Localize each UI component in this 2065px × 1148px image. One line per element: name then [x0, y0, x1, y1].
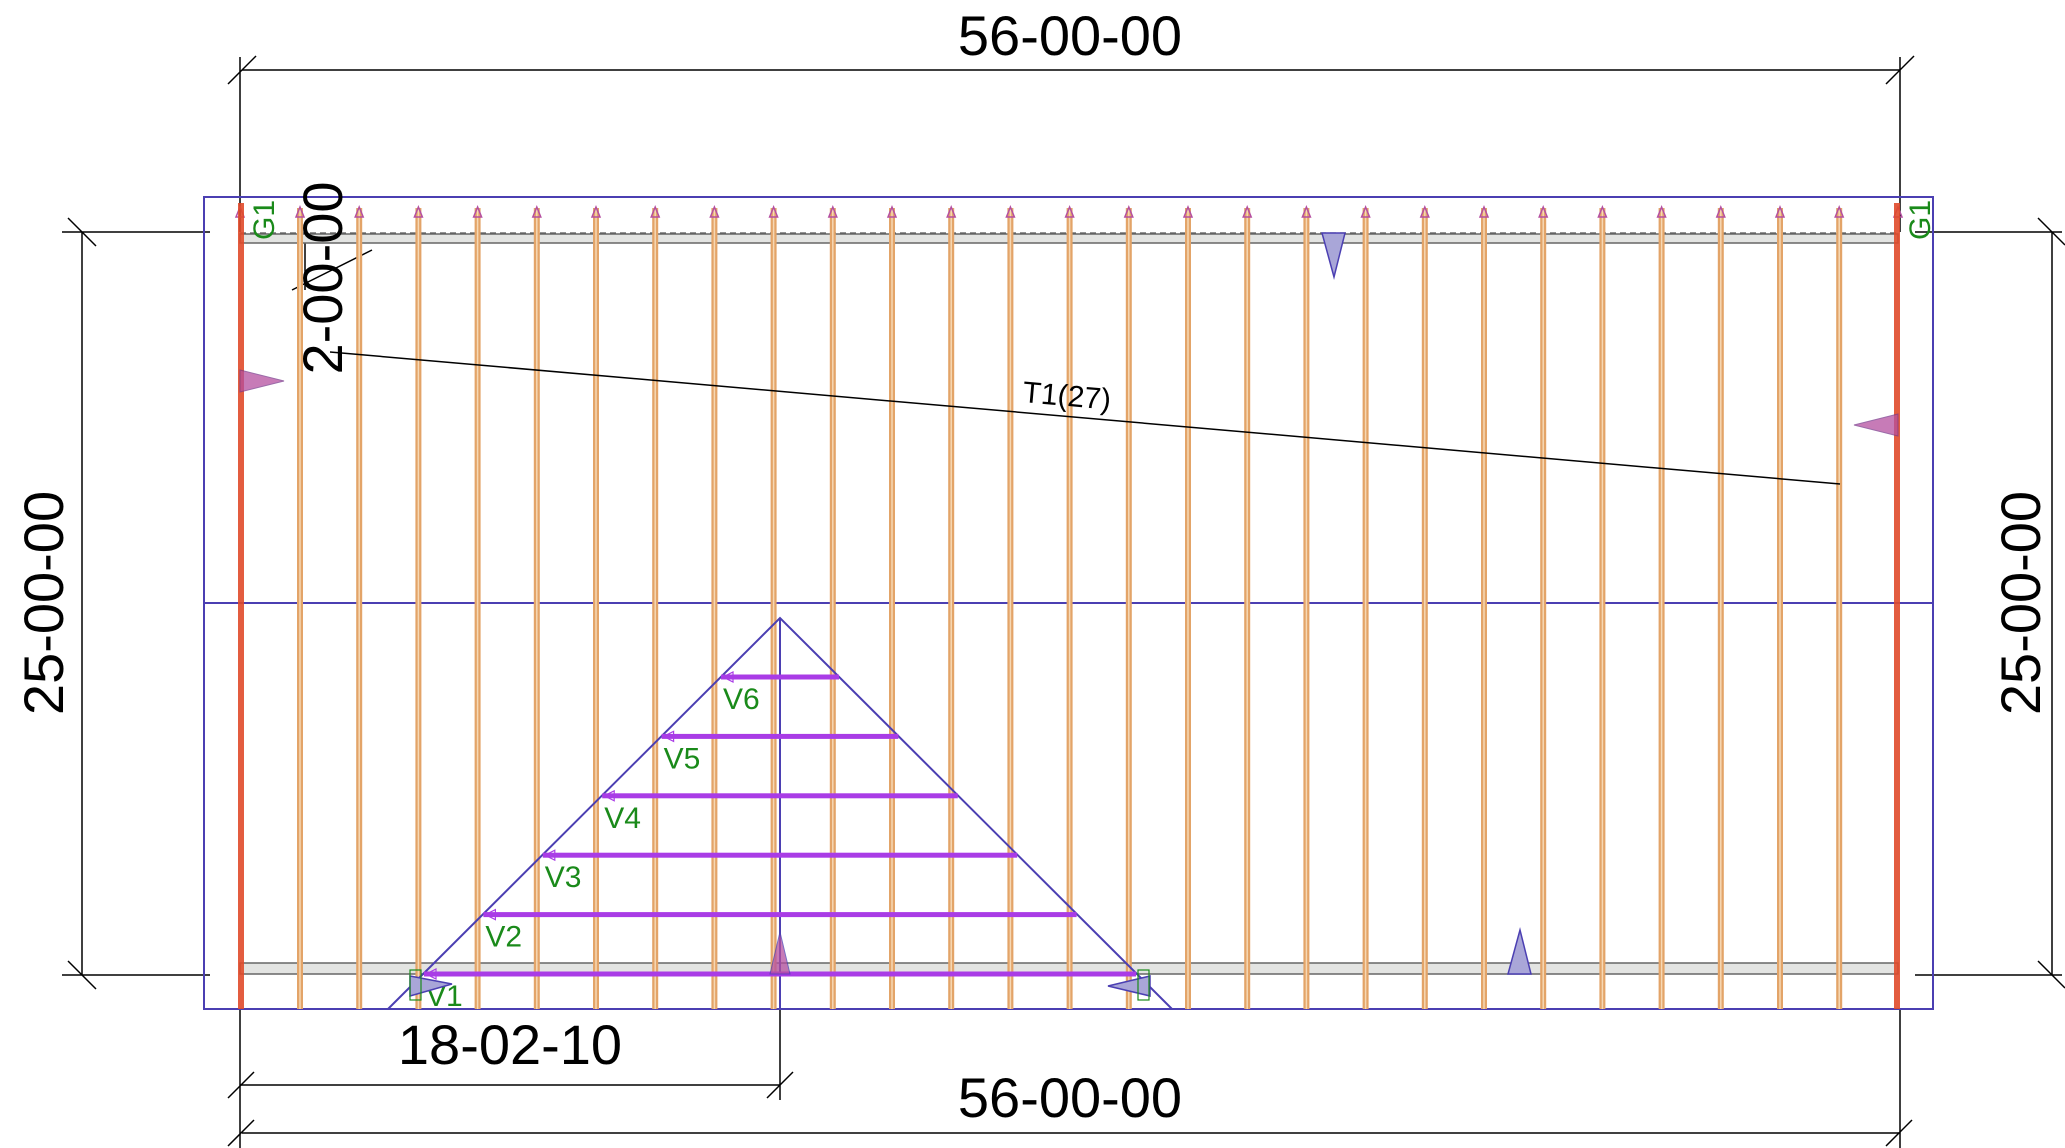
valley-truss: V2	[483, 908, 1077, 954]
girder-right	[1894, 203, 1900, 1009]
valley-right-marker	[1107, 975, 1151, 997]
valley-right-corner	[1137, 969, 1150, 1001]
truss	[294, 204, 306, 1009]
bearing-top-marker	[1321, 232, 1346, 280]
truss	[1301, 204, 1312, 1009]
valley-peak-marker	[769, 931, 791, 975]
valley-truss: V5	[661, 730, 899, 775]
valley-truss-label: V2	[485, 921, 522, 954]
truss	[1656, 204, 1667, 1009]
right-height-dimension: 25-00-00	[1989, 491, 2052, 715]
truss	[1834, 204, 1845, 1009]
girder-right-tag: G1	[1904, 200, 1937, 240]
truss	[1538, 204, 1549, 1009]
truss	[886, 204, 898, 1009]
truss	[354, 204, 365, 1009]
end-girders	[238, 203, 1900, 1009]
truss-run-label: T1(27)	[1021, 376, 1112, 417]
dimension-lines	[62, 55, 2065, 1148]
truss	[1478, 204, 1490, 1009]
girder-left	[238, 203, 244, 1009]
bearing-bottom-marker	[1507, 927, 1532, 975]
truss	[827, 204, 838, 1009]
bearing-left-marker	[239, 369, 285, 393]
truss	[1360, 204, 1371, 1009]
truss	[768, 204, 779, 1009]
valley-truss: V6	[721, 671, 839, 716]
bearing-markers	[239, 232, 1899, 1001]
common-trusses	[234, 204, 1904, 1009]
truss	[531, 204, 542, 1009]
truss	[709, 204, 720, 1009]
truss	[1123, 204, 1134, 1009]
truss-run-leader: T1(27)	[329, 351, 1841, 485]
valley-truss: V4	[602, 789, 958, 835]
bottom-overall-dimension: 56-00-00	[958, 1066, 1182, 1129]
truss	[1005, 204, 1016, 1009]
top-overall-dimension: 56-00-00	[958, 4, 1182, 67]
left-height-dimension: 25-00-00	[12, 491, 75, 715]
truss	[1182, 204, 1194, 1009]
truss	[650, 204, 661, 1009]
truss	[946, 204, 957, 1009]
valley-truss: V3	[542, 849, 1018, 894]
truss	[1774, 204, 1786, 1009]
valley-truss-label: V4	[604, 802, 641, 835]
truss	[1242, 204, 1253, 1009]
truss	[472, 204, 483, 1009]
valley-truss-label: V3	[545, 861, 582, 894]
girder-left-tag: G1	[248, 200, 281, 240]
overhang-dimension: 2-00-00	[291, 181, 354, 374]
truss	[1419, 204, 1430, 1009]
bearing-right-marker	[1853, 413, 1899, 437]
valley-truss-label: V5	[664, 742, 701, 775]
valley-left-corner	[409, 969, 422, 1001]
truss	[413, 204, 424, 1009]
truss	[1064, 204, 1075, 1009]
truss	[590, 204, 602, 1009]
valley-truss-label: V6	[723, 683, 760, 716]
truss	[1715, 204, 1726, 1009]
truss	[1597, 204, 1608, 1009]
valley-offset-dimension: 18-02-10	[398, 1013, 622, 1076]
